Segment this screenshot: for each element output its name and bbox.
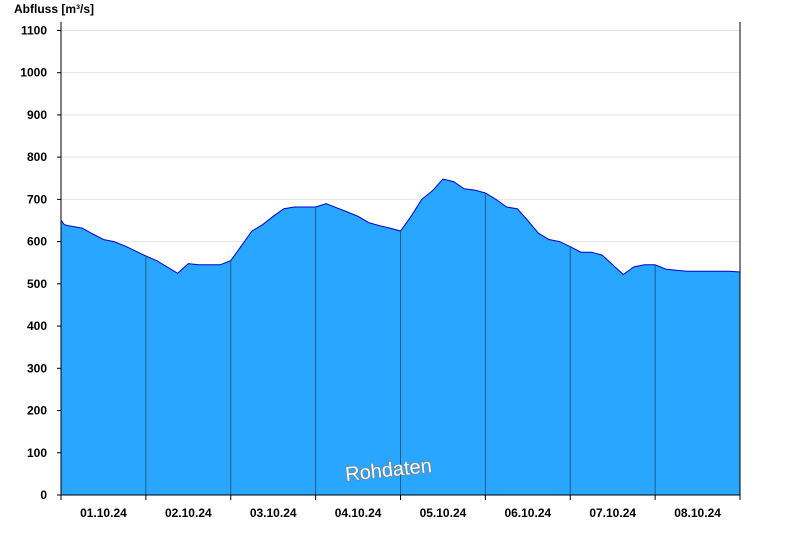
x-tick-label-0: 01.10.24 [80, 506, 127, 520]
y-tick-label-400: 400 [27, 319, 47, 333]
day-separators [145, 193, 656, 495]
y-axis-ticks: 0 100 200 300 400 500 600 700 800 900 1000 1100 [20, 23, 61, 502]
y-tick-label-0: 0 [40, 488, 47, 502]
x-axis-ticks: 01.10.24 02.10.24 03.10.24 04.10.24 05.10.24… [60, 495, 741, 520]
y-tick-label-600: 600 [27, 235, 47, 249]
y-tick-label-700: 700 [27, 192, 47, 206]
x-tick-label-4: 05.10.24 [420, 506, 467, 520]
y-tick-label-800: 800 [27, 150, 47, 164]
x-tick-label-1: 02.10.24 [165, 506, 212, 520]
discharge-line [60, 178, 741, 276]
x-tick-label-7: 08.10.24 [674, 506, 721, 520]
y-tick-label-900: 900 [27, 108, 47, 122]
x-tick-label-3: 04.10.24 [335, 506, 382, 520]
y-tick-label-500: 500 [27, 277, 47, 291]
y-tick-label-1100: 1100 [21, 23, 47, 37]
x-tick-label-6: 07.10.24 [589, 506, 636, 520]
y-tick-label-100: 100 [27, 446, 47, 460]
y-tick-label-300: 300 [27, 361, 47, 375]
y-tick-label-200: 200 [27, 404, 47, 418]
x-tick-label-2: 03.10.24 [250, 506, 297, 520]
y-tick-label-1000: 1000 [20, 66, 47, 80]
y-axis-title: Abfluss [m³/s] [14, 2, 94, 16]
x-tick-label-5: 06.10.24 [504, 506, 551, 520]
